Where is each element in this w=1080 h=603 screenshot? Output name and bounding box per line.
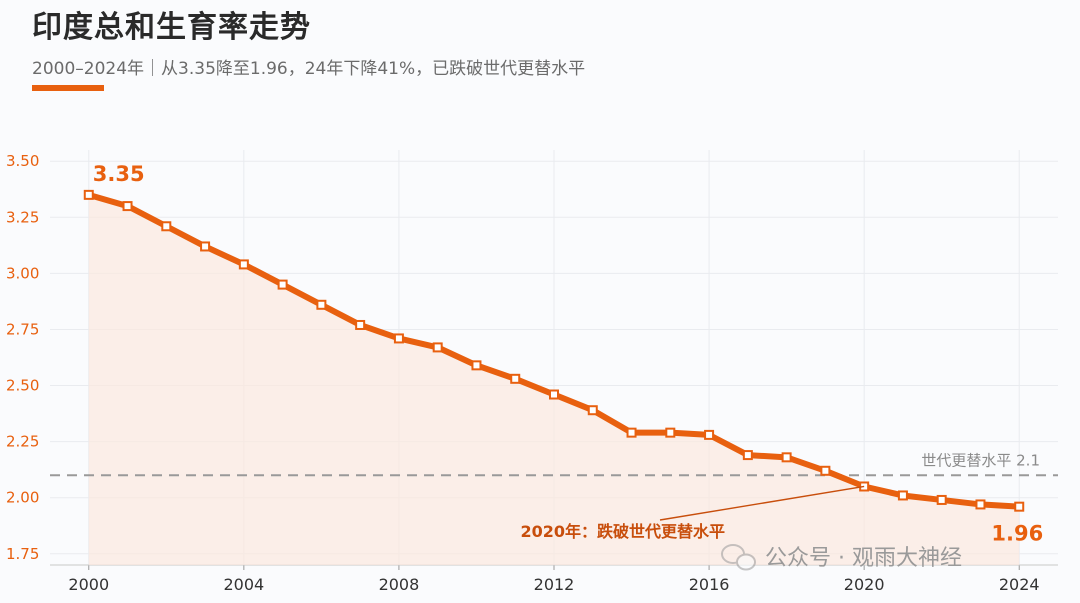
- x-tick-label: 2004: [223, 575, 264, 594]
- chart-subtitle: 2000–2024年｜从3.35降至1.96，24年下降41%，已跌破世代更替水…: [32, 59, 586, 79]
- reference-line-label: 世代更替水平 2.1: [921, 451, 1040, 469]
- data-point: [781, 452, 792, 463]
- x-tick-label: 2024: [999, 575, 1040, 594]
- data-point: [820, 465, 831, 476]
- y-tick-label: 1.75: [6, 545, 39, 563]
- data-point: [393, 333, 404, 344]
- y-tick-label: 2.75: [6, 320, 39, 338]
- data-point: [936, 494, 947, 505]
- data-point: [200, 241, 211, 252]
- data-point: [161, 221, 172, 232]
- data-point: [510, 373, 521, 384]
- title-accent-bar: [32, 85, 104, 91]
- y-tick-label: 3.00: [6, 264, 39, 282]
- start-value-label: 3.35: [93, 162, 145, 186]
- data-point: [549, 389, 559, 400]
- annotation-label: 2020年：跌破世代更替水平: [520, 522, 725, 541]
- wechat-icon: [721, 544, 756, 571]
- data-point: [122, 201, 133, 212]
- data-point: [277, 279, 288, 290]
- data-point: [83, 189, 94, 200]
- y-tick-label: 3.50: [6, 152, 39, 170]
- data-point: [471, 360, 482, 371]
- data-point: [1014, 501, 1025, 512]
- data-point: [587, 405, 598, 416]
- data-point: [626, 427, 637, 438]
- annotation-pointer: [659, 485, 865, 521]
- x-tick-label: 2008: [379, 575, 420, 594]
- y-tick-label: 2.00: [6, 489, 39, 507]
- y-tick-label: 2.50: [6, 377, 39, 395]
- data-point: [897, 490, 908, 501]
- data-point: [316, 299, 327, 310]
- y-tick-label: 2.25: [6, 433, 39, 451]
- watermark-text: 公众号 · 观雨大神经: [765, 546, 962, 571]
- x-tick-label: 2012: [534, 575, 575, 594]
- data-point: [704, 429, 715, 440]
- data-point: [238, 259, 249, 270]
- chart-title: 印度总和生育率走势: [32, 10, 311, 45]
- end-value-label: 1.96: [991, 522, 1043, 546]
- data-point: [355, 319, 366, 330]
- data-point: [665, 427, 676, 438]
- x-tick-label: 2020: [844, 575, 885, 594]
- data-point: [432, 342, 443, 353]
- data-point: [975, 499, 986, 510]
- x-tick-label: 2016: [689, 575, 730, 594]
- data-point: [742, 450, 753, 461]
- y-tick-label: 3.25: [6, 208, 39, 226]
- area-fill: [88, 194, 1020, 565]
- x-tick-label: 2000: [68, 575, 109, 594]
